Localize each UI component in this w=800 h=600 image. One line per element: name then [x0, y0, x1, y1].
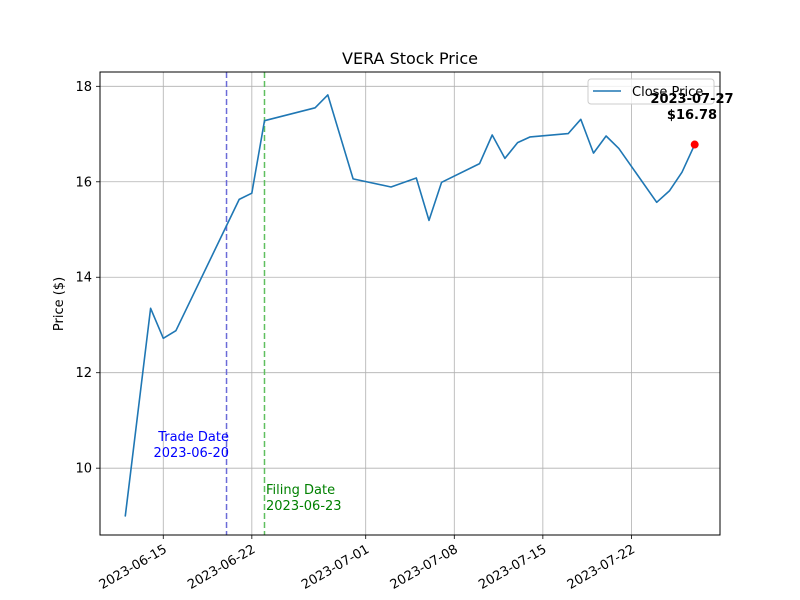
data-point [314, 107, 316, 109]
highlight-date-label: 2023-07-27 [650, 92, 733, 107]
data-point [605, 135, 607, 137]
highlight-layer [690, 140, 699, 149]
data-point [567, 132, 569, 134]
series-line-close-price [124, 94, 696, 517]
y-axis-label: Price ($) [52, 277, 67, 331]
series-layer [124, 94, 696, 517]
y-tick-label: 10 [75, 462, 92, 477]
filing-date-label-line1: Filing Date [266, 483, 335, 498]
data-point [149, 307, 151, 309]
y-tick-label: 14 [75, 271, 92, 286]
highlight-price-label: $16.78 [667, 108, 717, 123]
highlight-point [690, 140, 699, 149]
event-lines-layer [225, 72, 266, 535]
chart-title: VERA Stock Price [342, 49, 478, 68]
data-point [668, 190, 670, 192]
data-point [656, 201, 658, 203]
data-point [175, 330, 177, 332]
data-point [529, 136, 531, 138]
data-point [327, 94, 329, 96]
data-point [124, 515, 126, 517]
data-point [516, 141, 518, 143]
data-point [491, 134, 493, 136]
data-point [415, 177, 417, 179]
data-point [478, 162, 480, 164]
trade-date-label-line2: 2023-06-20 [153, 446, 229, 461]
data-point [618, 147, 620, 149]
y-tick-label: 16 [75, 175, 92, 190]
filing-date-label-line2: 2023-06-23 [266, 499, 342, 514]
legend: Close Price [587, 78, 715, 105]
y-tick-label: 12 [75, 366, 92, 381]
data-point [440, 181, 442, 183]
data-point [504, 157, 506, 159]
data-point [352, 178, 354, 180]
data-point [681, 171, 683, 173]
legend-box [587, 78, 715, 105]
data-point [251, 192, 253, 194]
plot-frame [99, 71, 721, 536]
data-point [428, 219, 430, 221]
data-point [580, 118, 582, 120]
data-point [238, 198, 240, 200]
trade-date-label-line1: Trade Date [157, 430, 229, 445]
data-point [162, 337, 164, 339]
data-point [263, 119, 265, 121]
y-tick-label: 18 [75, 80, 92, 95]
data-point [592, 152, 594, 154]
y-axis-ticks: 10 12 14 16 18 [75, 80, 100, 477]
legend-label-close-price: Close Price [632, 85, 703, 100]
data-point [390, 186, 392, 188]
